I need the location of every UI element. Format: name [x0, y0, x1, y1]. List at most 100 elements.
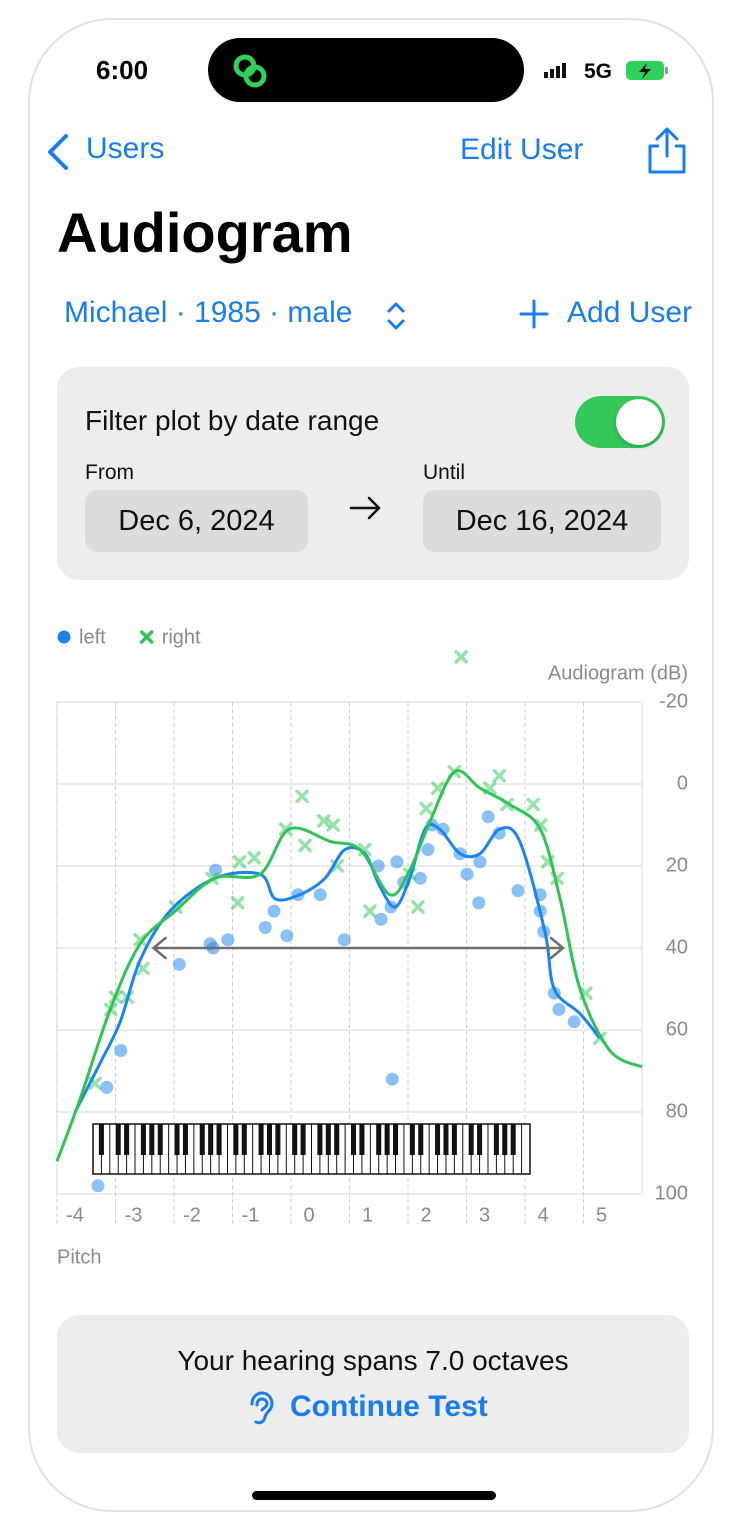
- piano-black-key: [275, 1124, 281, 1155]
- data-point: [421, 843, 435, 857]
- status-time: 6:00: [96, 55, 149, 85]
- data-point: [133, 933, 147, 947]
- piano-black-key: [115, 1124, 121, 1155]
- data-point: [295, 789, 309, 804]
- data-point: [460, 867, 474, 881]
- piano-black-key: [266, 1124, 273, 1155]
- piano-black-key: [140, 1124, 146, 1155]
- x-tick-label: 0: [303, 1204, 314, 1226]
- hearing-range-arrow: [151, 936, 565, 960]
- piano-black-key: [124, 1124, 130, 1155]
- fit-curve: [73, 822, 602, 1113]
- x-tick-label: -4: [66, 1204, 84, 1226]
- until-date[interactable]: Dec 16, 2024: [423, 490, 661, 552]
- x-tick-label: -3: [125, 1204, 143, 1226]
- piano-black-key: [325, 1124, 331, 1155]
- y-tick-label: 40: [666, 936, 688, 958]
- data-point: [280, 929, 294, 943]
- data-point: [436, 822, 450, 836]
- data-point: [534, 818, 548, 832]
- share-button[interactable]: [644, 126, 690, 176]
- continue-test-button[interactable]: Continue Test: [290, 1390, 488, 1423]
- y-axis-label: Audiogram (dB): [548, 662, 688, 684]
- data-point: [317, 814, 331, 828]
- data-point: [100, 1080, 114, 1094]
- data-point: [419, 801, 433, 816]
- toggle-knob: [616, 399, 662, 445]
- data-point: [231, 896, 245, 910]
- data-point: [232, 855, 247, 869]
- legend-marker: [139, 630, 154, 644]
- legend-marker: [57, 630, 71, 644]
- filter-toggle[interactable]: [575, 396, 665, 448]
- x-tick-label: 3: [479, 1204, 490, 1226]
- edit-user-button[interactable]: Edit User: [460, 133, 584, 166]
- from-date[interactable]: Dec 6, 2024: [85, 490, 308, 552]
- add-user-button[interactable]: Add User: [567, 296, 693, 329]
- piano-black-key: [216, 1124, 222, 1155]
- piano-black-key: [174, 1124, 180, 1155]
- piano-black-key: [199, 1124, 205, 1155]
- until-label: Until: [423, 461, 466, 484]
- piano-black-key: [98, 1124, 104, 1155]
- data-point: [363, 904, 377, 918]
- data-point: [492, 826, 506, 840]
- piano: [92, 1123, 531, 1175]
- piano-black-key: [292, 1124, 298, 1155]
- y-tick-label: 0: [677, 772, 688, 794]
- piano-black-key: [258, 1124, 264, 1155]
- x-tick-label: -2: [183, 1204, 201, 1226]
- piano-black-key: [451, 1124, 457, 1155]
- summary-text: Your hearing spans 7.0 octaves: [177, 1345, 569, 1376]
- data-point: [413, 871, 427, 885]
- piano-black-key: [149, 1124, 155, 1155]
- from-label: From: [85, 461, 134, 484]
- data-point: [337, 933, 351, 947]
- data-point: [209, 863, 223, 877]
- data-point: [258, 921, 272, 934]
- data-point: [91, 1179, 105, 1193]
- island-icon: [233, 54, 267, 88]
- user-selector[interactable]: Michael · 1985 · male: [64, 296, 353, 329]
- data-point: [454, 650, 468, 664]
- x-tick-label: 2: [420, 1204, 431, 1226]
- x-tick-label: 5: [596, 1204, 607, 1226]
- piano-black-key: [468, 1124, 474, 1155]
- data-point: [267, 904, 281, 918]
- x-axis-label: Pitch: [57, 1246, 101, 1268]
- data-point: [567, 1015, 581, 1029]
- back-chevron[interactable]: [40, 132, 74, 172]
- piano-black-key: [435, 1124, 441, 1155]
- data-point: [371, 859, 385, 873]
- data-point: [313, 888, 327, 902]
- y-tick-label: 80: [666, 1100, 688, 1122]
- piano-black-key: [409, 1124, 415, 1155]
- piano-black-key: [443, 1124, 449, 1155]
- data-point: [472, 896, 486, 910]
- data-point: [326, 818, 340, 832]
- piano-black-key: [502, 1124, 508, 1155]
- selector-chevrons: [387, 302, 405, 330]
- back-button[interactable]: Users: [86, 132, 165, 165]
- data-point: [473, 855, 487, 869]
- filter-label: Filter plot by date range: [85, 405, 380, 436]
- home-indicator: [252, 1491, 496, 1500]
- data-point: [411, 900, 425, 914]
- piano-black-key: [350, 1124, 357, 1155]
- data-point: [114, 1044, 128, 1057]
- piano-black-key: [241, 1124, 247, 1155]
- y-tick-label: -20: [659, 690, 688, 712]
- piano-black-key: [334, 1124, 340, 1155]
- piano-black-key: [317, 1124, 323, 1155]
- legend-label: right: [162, 626, 201, 648]
- data-point: [481, 810, 495, 824]
- add-icon: [519, 299, 549, 329]
- piano-black-key: [208, 1124, 214, 1155]
- data-point: [526, 797, 540, 812]
- piano-black-key: [384, 1124, 390, 1155]
- ear-icon: [250, 1391, 274, 1425]
- legend-label: left: [79, 626, 106, 648]
- piano-black-key: [376, 1124, 382, 1155]
- piano-black-key: [510, 1124, 516, 1155]
